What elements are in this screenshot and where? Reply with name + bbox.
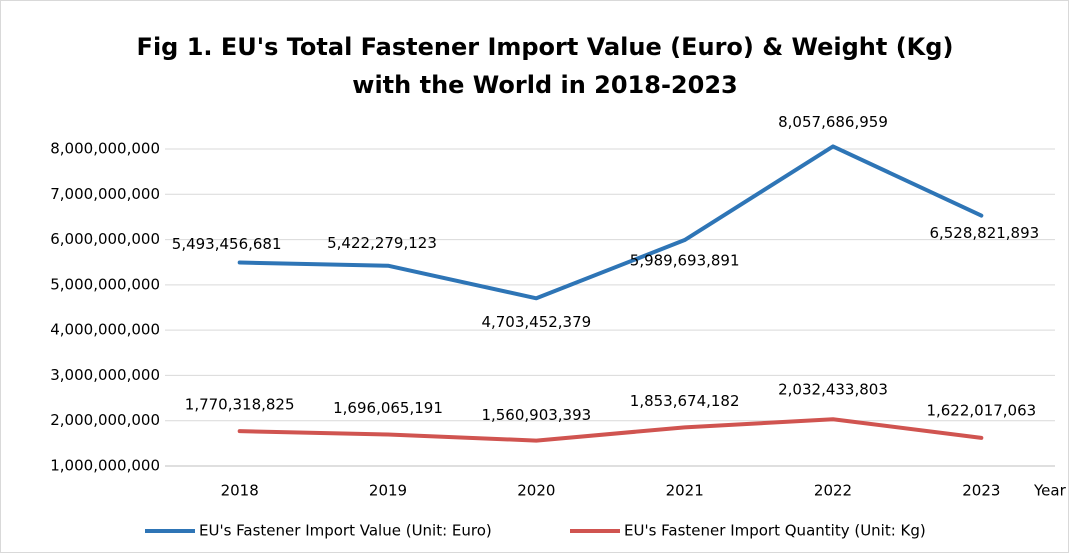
data-label: 1,696,065,191	[333, 399, 443, 417]
data-label: 1,560,903,393	[481, 406, 591, 424]
y-tick-label: 5,000,000,000	[50, 275, 160, 293]
legend-label: EU's Fastener Import Value (Unit: Euro)	[199, 522, 492, 540]
data-label: 5,422,279,123	[327, 234, 437, 252]
legend-label: EU's Fastener Import Quantity (Unit: Kg)	[624, 522, 926, 540]
y-tick-label: 6,000,000,000	[50, 230, 160, 248]
chart-title: Fig 1. EU's Total Fastener Import Value …	[137, 33, 954, 61]
data-label: 2,032,433,803	[778, 381, 888, 399]
x-tick-label: 2022	[814, 482, 852, 500]
data-label: 4,703,452,379	[481, 313, 591, 331]
y-tick-label: 2,000,000,000	[50, 411, 160, 429]
x-tick-label: 2020	[517, 482, 555, 500]
line-series	[237, 144, 984, 301]
line-series	[237, 417, 984, 443]
x-tick-label: 2019	[369, 482, 407, 500]
data-label: 5,493,456,681	[172, 235, 282, 253]
data-label: 1,853,674,182	[630, 392, 740, 410]
data-label: 1,770,318,825	[185, 396, 295, 414]
x-tick-label: 2021	[666, 482, 704, 500]
y-tick-label: 3,000,000,000	[50, 366, 160, 384]
data-label: 1,622,017,063	[926, 401, 1036, 419]
y-tick-label: 8,000,000,000	[50, 140, 160, 158]
chart-title: with the World in 2018-2023	[352, 71, 737, 99]
y-tick-label: 7,000,000,000	[50, 185, 160, 203]
x-tick-label: 2023	[962, 482, 1000, 500]
x-axis-label: Year	[1033, 482, 1067, 500]
data-label: 8,057,686,959	[778, 113, 888, 131]
y-tick-label: 4,000,000,000	[50, 321, 160, 339]
data-label: 6,528,821,893	[929, 224, 1039, 242]
data-label: 5,989,693,891	[630, 252, 740, 270]
x-tick-label: 2018	[221, 482, 259, 500]
y-tick-label: 1,000,000,000	[50, 457, 160, 475]
